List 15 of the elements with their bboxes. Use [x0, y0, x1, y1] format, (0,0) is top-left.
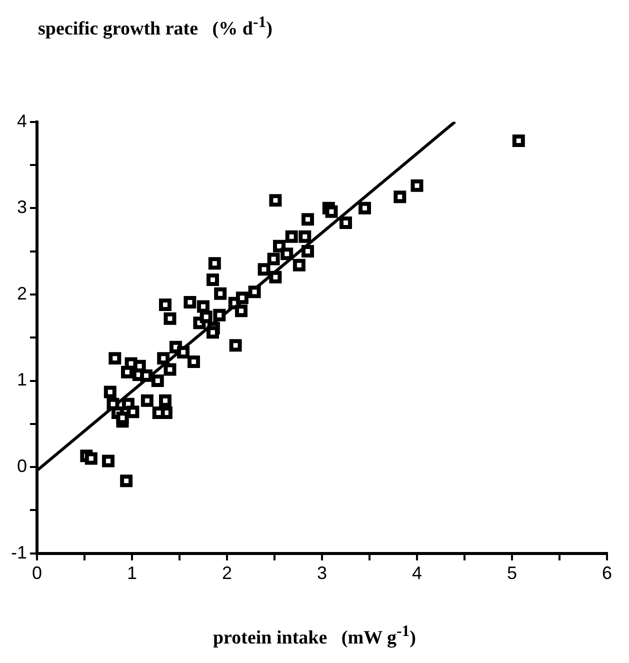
x-tick-label: 3	[316, 563, 328, 584]
x-tick-label: 1	[126, 563, 138, 584]
y-axis-title: specific growth rate (% d$^{-1}$)	[38, 14, 272, 40]
x-tick-label: 5	[506, 563, 518, 584]
y-tick-label: 2	[16, 283, 28, 304]
y-tick-label: 0	[16, 456, 28, 476]
y-tick-label: -1	[10, 542, 28, 562]
x-tick-label: 2	[222, 563, 232, 584]
x-tick-label: 0	[32, 563, 42, 584]
x-axis-title: protein intake (mW g$^{-1}$)	[212, 623, 417, 650]
x-tick-label: 4	[412, 563, 422, 584]
y-tick-label: 1	[16, 370, 28, 390]
y-tick-label: 4	[16, 110, 28, 131]
y-tick-label: 3	[16, 197, 28, 218]
x-tick-label: 6	[602, 563, 612, 584]
